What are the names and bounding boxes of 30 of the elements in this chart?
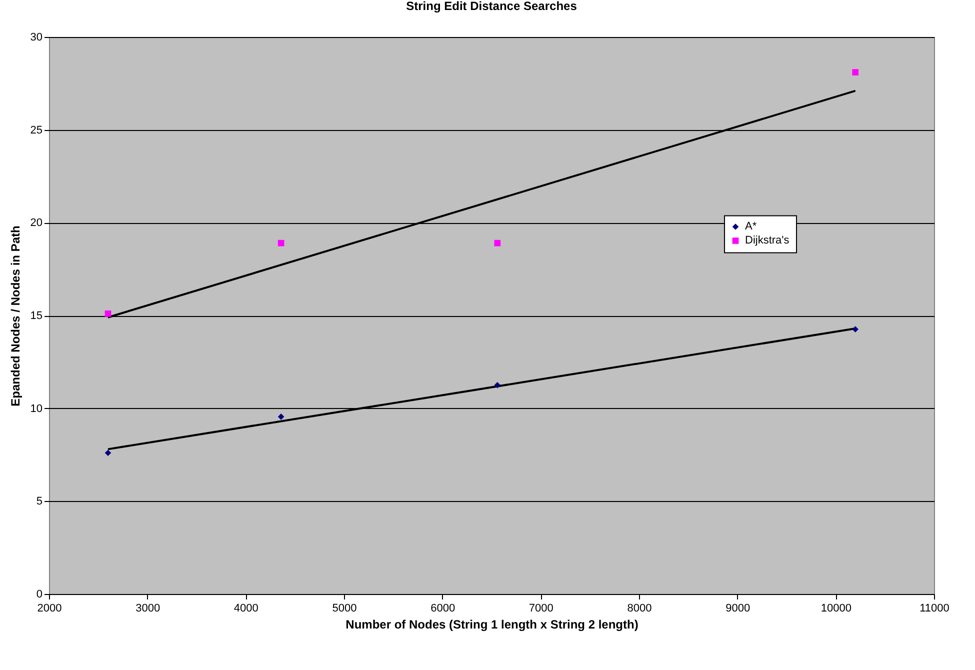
y-tick-label: 0: [36, 588, 42, 600]
legend-label: Dijkstra's: [745, 234, 790, 247]
point: [494, 240, 501, 246]
point: [278, 414, 284, 420]
chart-title: String Edit Distance Searches: [406, 0, 578, 13]
point: [852, 69, 858, 76]
x-tick-label: 11000: [920, 602, 950, 614]
point: [104, 450, 112, 456]
x-axis-title: Number of Nodes (String 1 length x String 2 length): [346, 618, 638, 632]
legend-label: A*: [745, 220, 758, 233]
point: [278, 240, 284, 246]
y-tick-label: 5: [36, 496, 42, 508]
x-tick-label: 7000: [528, 602, 554, 614]
x-tick-label: 2000: [37, 602, 62, 614]
x-tick-label: 3000: [136, 602, 160, 614]
x-tick-label: 6000: [430, 602, 456, 614]
x-tick-label: 5000: [332, 602, 357, 614]
x-tick-label: 4000: [234, 602, 258, 614]
point: [494, 382, 501, 388]
point: [104, 310, 112, 317]
y-tick-label: 30: [30, 32, 42, 44]
x-tick-label: 10000: [820, 602, 852, 614]
y-tick-label: 25: [30, 124, 42, 136]
x-tick-label: 8000: [627, 602, 652, 614]
y-tick-label: 15: [30, 310, 42, 322]
y-tick-label: 10: [30, 402, 42, 415]
x-tick-label: 9000: [726, 602, 750, 614]
y-axis-title: Epanded Nodes / Nodes in Path: [8, 226, 22, 406]
y-tick-label: 20: [30, 217, 42, 230]
point: [852, 326, 858, 332]
